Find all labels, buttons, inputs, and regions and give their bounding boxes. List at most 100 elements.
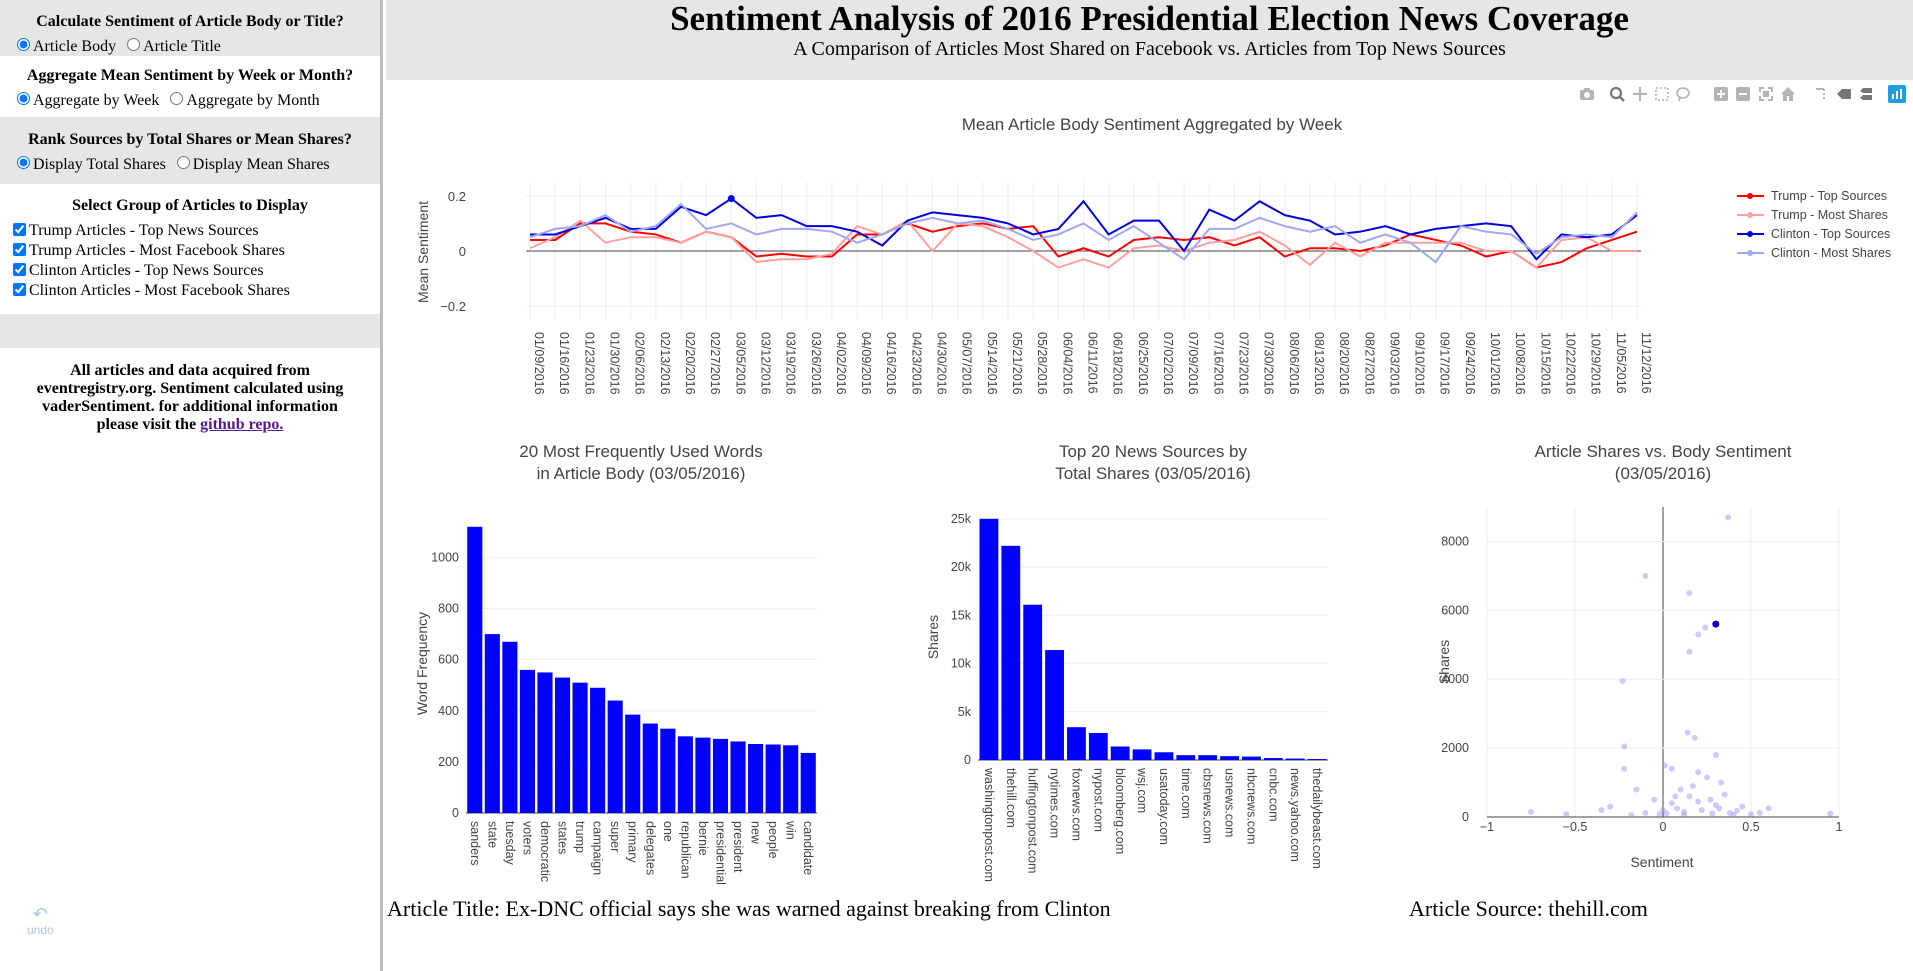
- scatter-point: [1707, 796, 1714, 803]
- line-series-1: [529, 219, 1637, 269]
- legend-marker-0: [1747, 193, 1753, 199]
- spike-icon[interactable]: [1816, 88, 1825, 101]
- checkbox-clinton-fb-input[interactable]: [13, 283, 26, 296]
- words-chart-bar: [677, 736, 693, 813]
- sources-chart-xtick: wsj.com: [1135, 767, 1149, 813]
- scatter-ytick: 4000: [1441, 672, 1469, 686]
- line-chart-ylabel: Mean Sentiment: [415, 201, 431, 303]
- words-chart-ytick: 1000: [431, 550, 459, 564]
- scatter-point: [1672, 793, 1679, 800]
- checkbox-trump-top-input[interactable]: [13, 223, 26, 236]
- zoom-in-icon[interactable]: [1714, 87, 1728, 101]
- line-chart-xtick: 03/26/2016: [809, 332, 823, 395]
- scatter-point: [1660, 807, 1666, 814]
- scatter-point: [1633, 786, 1640, 793]
- scatter-point: [1698, 807, 1705, 814]
- line-chart-xtick: 05/28/2016: [1035, 332, 1049, 395]
- undo-button[interactable]: ↶ undo: [27, 905, 54, 937]
- sources-chart-ytick: 15k: [951, 608, 972, 622]
- scatter-point: [1695, 769, 1702, 776]
- sources-chart-xtick: washingtonpost.com: [982, 767, 996, 882]
- scatter-point: [1628, 812, 1635, 819]
- radio-month-label: Aggregate by Month: [186, 92, 320, 109]
- box-select-icon[interactable]: [1655, 87, 1669, 101]
- scatter-point: [1668, 800, 1675, 807]
- credit-text: All articles and data acquired from even…: [0, 348, 380, 434]
- checkbox-clinton-fb[interactable]: Clinton Articles - Most Facebook Shares: [12, 281, 368, 301]
- checkbox-clinton-top-input[interactable]: [13, 263, 26, 276]
- words-chart-ylabel: Word Frequency: [414, 612, 430, 715]
- rank-heading: Rank Sources by Total Shares or Mean Sha…: [28, 131, 352, 148]
- words-chart-bar: [660, 728, 676, 813]
- line-chart-xtick: 08/06/2016: [1287, 332, 1301, 395]
- zoom-icon[interactable]: [1609, 86, 1625, 102]
- radio-article-body-input[interactable]: [17, 38, 30, 51]
- radio-mean-shares-input[interactable]: [176, 156, 190, 169]
- camera-icon[interactable]: [1580, 88, 1594, 100]
- line-chart-title: Mean Article Body Sentiment Aggregated b…: [962, 115, 1343, 134]
- zoom-out-icon[interactable]: [1736, 87, 1750, 101]
- words-chart-bar: [748, 744, 764, 813]
- line-chart-xtick: 10/08/2016: [1513, 332, 1527, 395]
- line-chart: Mean Article Body Sentiment Aggregated b…: [415, 115, 1891, 395]
- hover-closest-icon[interactable]: [1837, 89, 1851, 99]
- scatter-point: [1598, 807, 1605, 814]
- checkbox-trump-fb[interactable]: Trump Articles - Most Facebook Shares: [12, 241, 368, 261]
- sources-chart-ylabel: Shares: [925, 615, 941, 659]
- scatter-point: [1621, 765, 1628, 772]
- pan-icon[interactable]: [1633, 87, 1647, 101]
- words-chart-bar: [572, 682, 588, 813]
- scatter-point: [1642, 809, 1649, 816]
- radio-article-title-input[interactable]: [127, 38, 141, 51]
- sources-chart-bar: [1176, 755, 1196, 760]
- radio-total-shares[interactable]: Display Total Shares: [12, 153, 166, 174]
- radio-article-title[interactable]: Article Title: [122, 35, 221, 56]
- radio-month[interactable]: Aggregate by Month: [165, 89, 320, 110]
- home-icon[interactable]: [1781, 87, 1795, 101]
- scatter-point: [1642, 572, 1649, 579]
- words-chart-title-line2: in Article Body (03/05/2016): [537, 464, 746, 483]
- sources-chart-ytick: 0: [964, 753, 971, 767]
- radio-week[interactable]: Aggregate by Week: [12, 89, 159, 110]
- lasso-icon[interactable]: [1676, 87, 1690, 102]
- checkbox-trump-top[interactable]: Trump Articles - Top News Sources: [12, 221, 368, 241]
- sentiment-source-section: Calculate Sentiment of Article Body or T…: [0, 0, 380, 56]
- words-chart-xtick: trump: [573, 821, 587, 853]
- autoscale-icon[interactable]: [1759, 87, 1773, 101]
- line-chart-ytick: 0: [459, 244, 466, 259]
- scatter-point: [1689, 783, 1696, 789]
- legend-marker-2: [1747, 231, 1753, 237]
- line-chart-xtick: 06/25/2016: [1136, 332, 1150, 395]
- checkbox-trump-fb-input[interactable]: [13, 243, 26, 256]
- line-chart-xtick: 01/09/2016: [532, 332, 546, 395]
- words-chart-bar: [800, 752, 816, 813]
- line-chart-xtick: 11/05/2016: [1614, 332, 1628, 394]
- radio-mean-shares-label: Display Mean Shares: [192, 156, 330, 173]
- radio-month-input[interactable]: [170, 92, 184, 105]
- words-chart-bar: [467, 526, 483, 813]
- radio-total-shares-input[interactable]: [17, 156, 30, 169]
- words-chart-xtick: president: [731, 821, 745, 873]
- scatter-point: [1695, 631, 1702, 638]
- line-chart-xtick: 02/06/2016: [633, 332, 647, 395]
- line-chart-xtick: 07/23/2016: [1236, 332, 1250, 395]
- line-chart-xtick: 10/15/2016: [1538, 332, 1552, 395]
- plotly-logo-icon[interactable]: [1888, 85, 1906, 103]
- checkbox-clinton-top[interactable]: Clinton Articles - Top News Sources: [12, 261, 368, 281]
- sources-chart-bar: [1067, 727, 1086, 760]
- scatter-point: [1718, 779, 1725, 786]
- scatter-point: [1765, 805, 1772, 812]
- words-chart-xtick: win: [784, 820, 798, 840]
- sources-chart-title-line1: Top 20 News Sources by: [1059, 442, 1248, 461]
- radio-mean-shares[interactable]: Display Mean Shares: [172, 153, 330, 174]
- hover-compare-icon[interactable]: [1860, 88, 1872, 100]
- radio-week-input[interactable]: [17, 92, 30, 105]
- github-repo-link[interactable]: github repo.: [200, 416, 284, 433]
- scatter-ytick: 0: [1462, 810, 1469, 824]
- radio-article-body[interactable]: Article Body: [12, 35, 116, 56]
- words-chart-xtick: one: [661, 821, 675, 842]
- sources-chart-ytick: 25k: [951, 512, 972, 526]
- sentiment-source-heading: Calculate Sentiment of Article Body or T…: [36, 13, 344, 30]
- sources-chart-xtick: foxnews.com: [1069, 768, 1083, 841]
- words-chart-bar: [590, 687, 606, 813]
